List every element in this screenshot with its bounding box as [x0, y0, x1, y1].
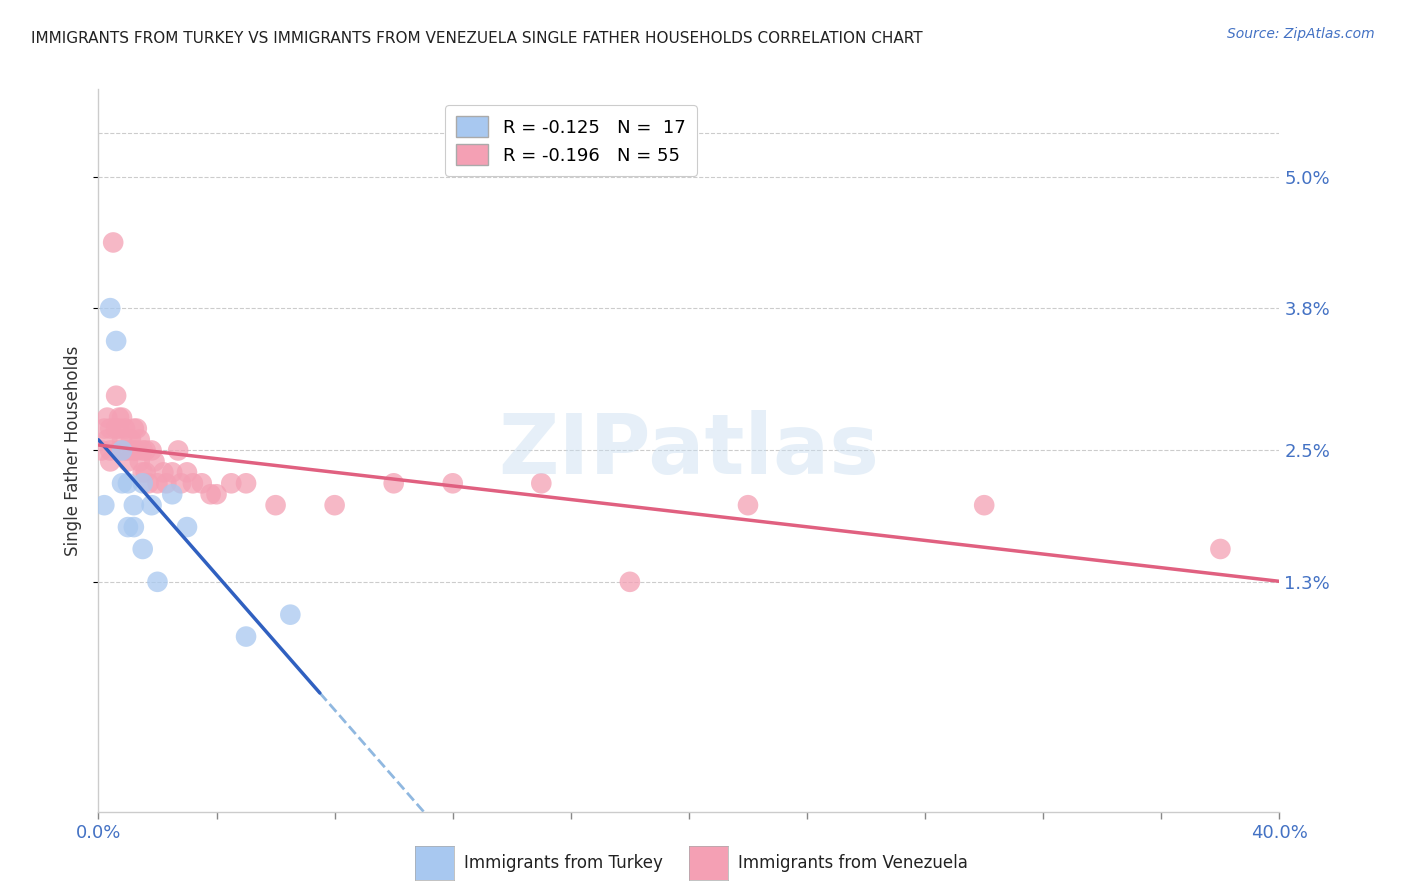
Point [176, 520, 198, 534]
Point [280, 607, 302, 622]
Point [122, 520, 145, 534]
Point [98, 421, 121, 435]
Point [135, 466, 157, 480]
Point [737, 498, 759, 512]
Point [205, 487, 228, 501]
Point [117, 443, 139, 458]
Point [108, 421, 131, 435]
Point [117, 454, 139, 468]
Point [155, 476, 177, 491]
Point [114, 443, 136, 458]
Point [111, 443, 134, 458]
Point [93, 498, 115, 512]
Point [98, 443, 121, 458]
Point [323, 498, 346, 512]
Point [1209, 541, 1232, 556]
Point [114, 421, 136, 435]
Point [111, 476, 134, 491]
Legend: R = -0.125   N =  17, R = -0.196   N = 55: R = -0.125 N = 17, R = -0.196 N = 55 [446, 105, 696, 176]
Point [132, 443, 155, 458]
Text: Immigrants from Venezuela: Immigrants from Venezuela [738, 854, 967, 871]
Point [105, 334, 128, 348]
Point [181, 476, 204, 491]
Text: Source: ZipAtlas.com: Source: ZipAtlas.com [1227, 27, 1375, 41]
Point [125, 421, 148, 435]
Point [382, 476, 405, 491]
Point [132, 476, 155, 491]
Point [162, 487, 183, 501]
Point [111, 410, 134, 425]
Point [122, 443, 145, 458]
Point [128, 433, 150, 447]
Point [146, 476, 169, 491]
Point [93, 421, 115, 435]
Point [152, 466, 174, 480]
Text: IMMIGRANTS FROM TURKEY VS IMMIGRANTS FROM VENEZUELA SINGLE FATHER HOUSEHOLDS COR: IMMIGRANTS FROM TURKEY VS IMMIGRANTS FRO… [31, 31, 922, 46]
Point [141, 443, 163, 458]
Point [96, 433, 118, 447]
Point [111, 433, 134, 447]
Point [200, 487, 222, 501]
Point [96, 410, 118, 425]
Point [108, 443, 131, 458]
Text: ZIPatlas: ZIPatlas [499, 410, 879, 491]
Point [108, 410, 131, 425]
Point [135, 443, 157, 458]
Point [98, 301, 121, 315]
Point [128, 454, 150, 468]
Point [122, 498, 145, 512]
Point [146, 574, 169, 589]
Point [143, 454, 166, 468]
Point [132, 466, 155, 480]
Point [191, 476, 214, 491]
Point [117, 520, 139, 534]
Point [530, 476, 553, 491]
Point [105, 389, 128, 403]
Point [441, 476, 464, 491]
Point [221, 476, 243, 491]
Point [167, 443, 190, 458]
Point [103, 235, 125, 250]
Text: Immigrants from Turkey: Immigrants from Turkey [464, 854, 662, 871]
Point [125, 443, 148, 458]
Point [132, 541, 155, 556]
Point [122, 421, 145, 435]
Point [235, 476, 257, 491]
Point [105, 421, 128, 435]
Point [619, 574, 641, 589]
Point [120, 433, 142, 447]
Point [98, 454, 121, 468]
Point [138, 476, 160, 491]
Point [176, 466, 198, 480]
Point [117, 476, 139, 491]
Point [170, 476, 193, 491]
Point [264, 498, 287, 512]
Point [235, 630, 257, 644]
Point [973, 498, 995, 512]
Point [162, 466, 183, 480]
Point [141, 498, 163, 512]
Point [90, 443, 112, 458]
Y-axis label: Single Father Households: Single Father Households [65, 345, 83, 556]
